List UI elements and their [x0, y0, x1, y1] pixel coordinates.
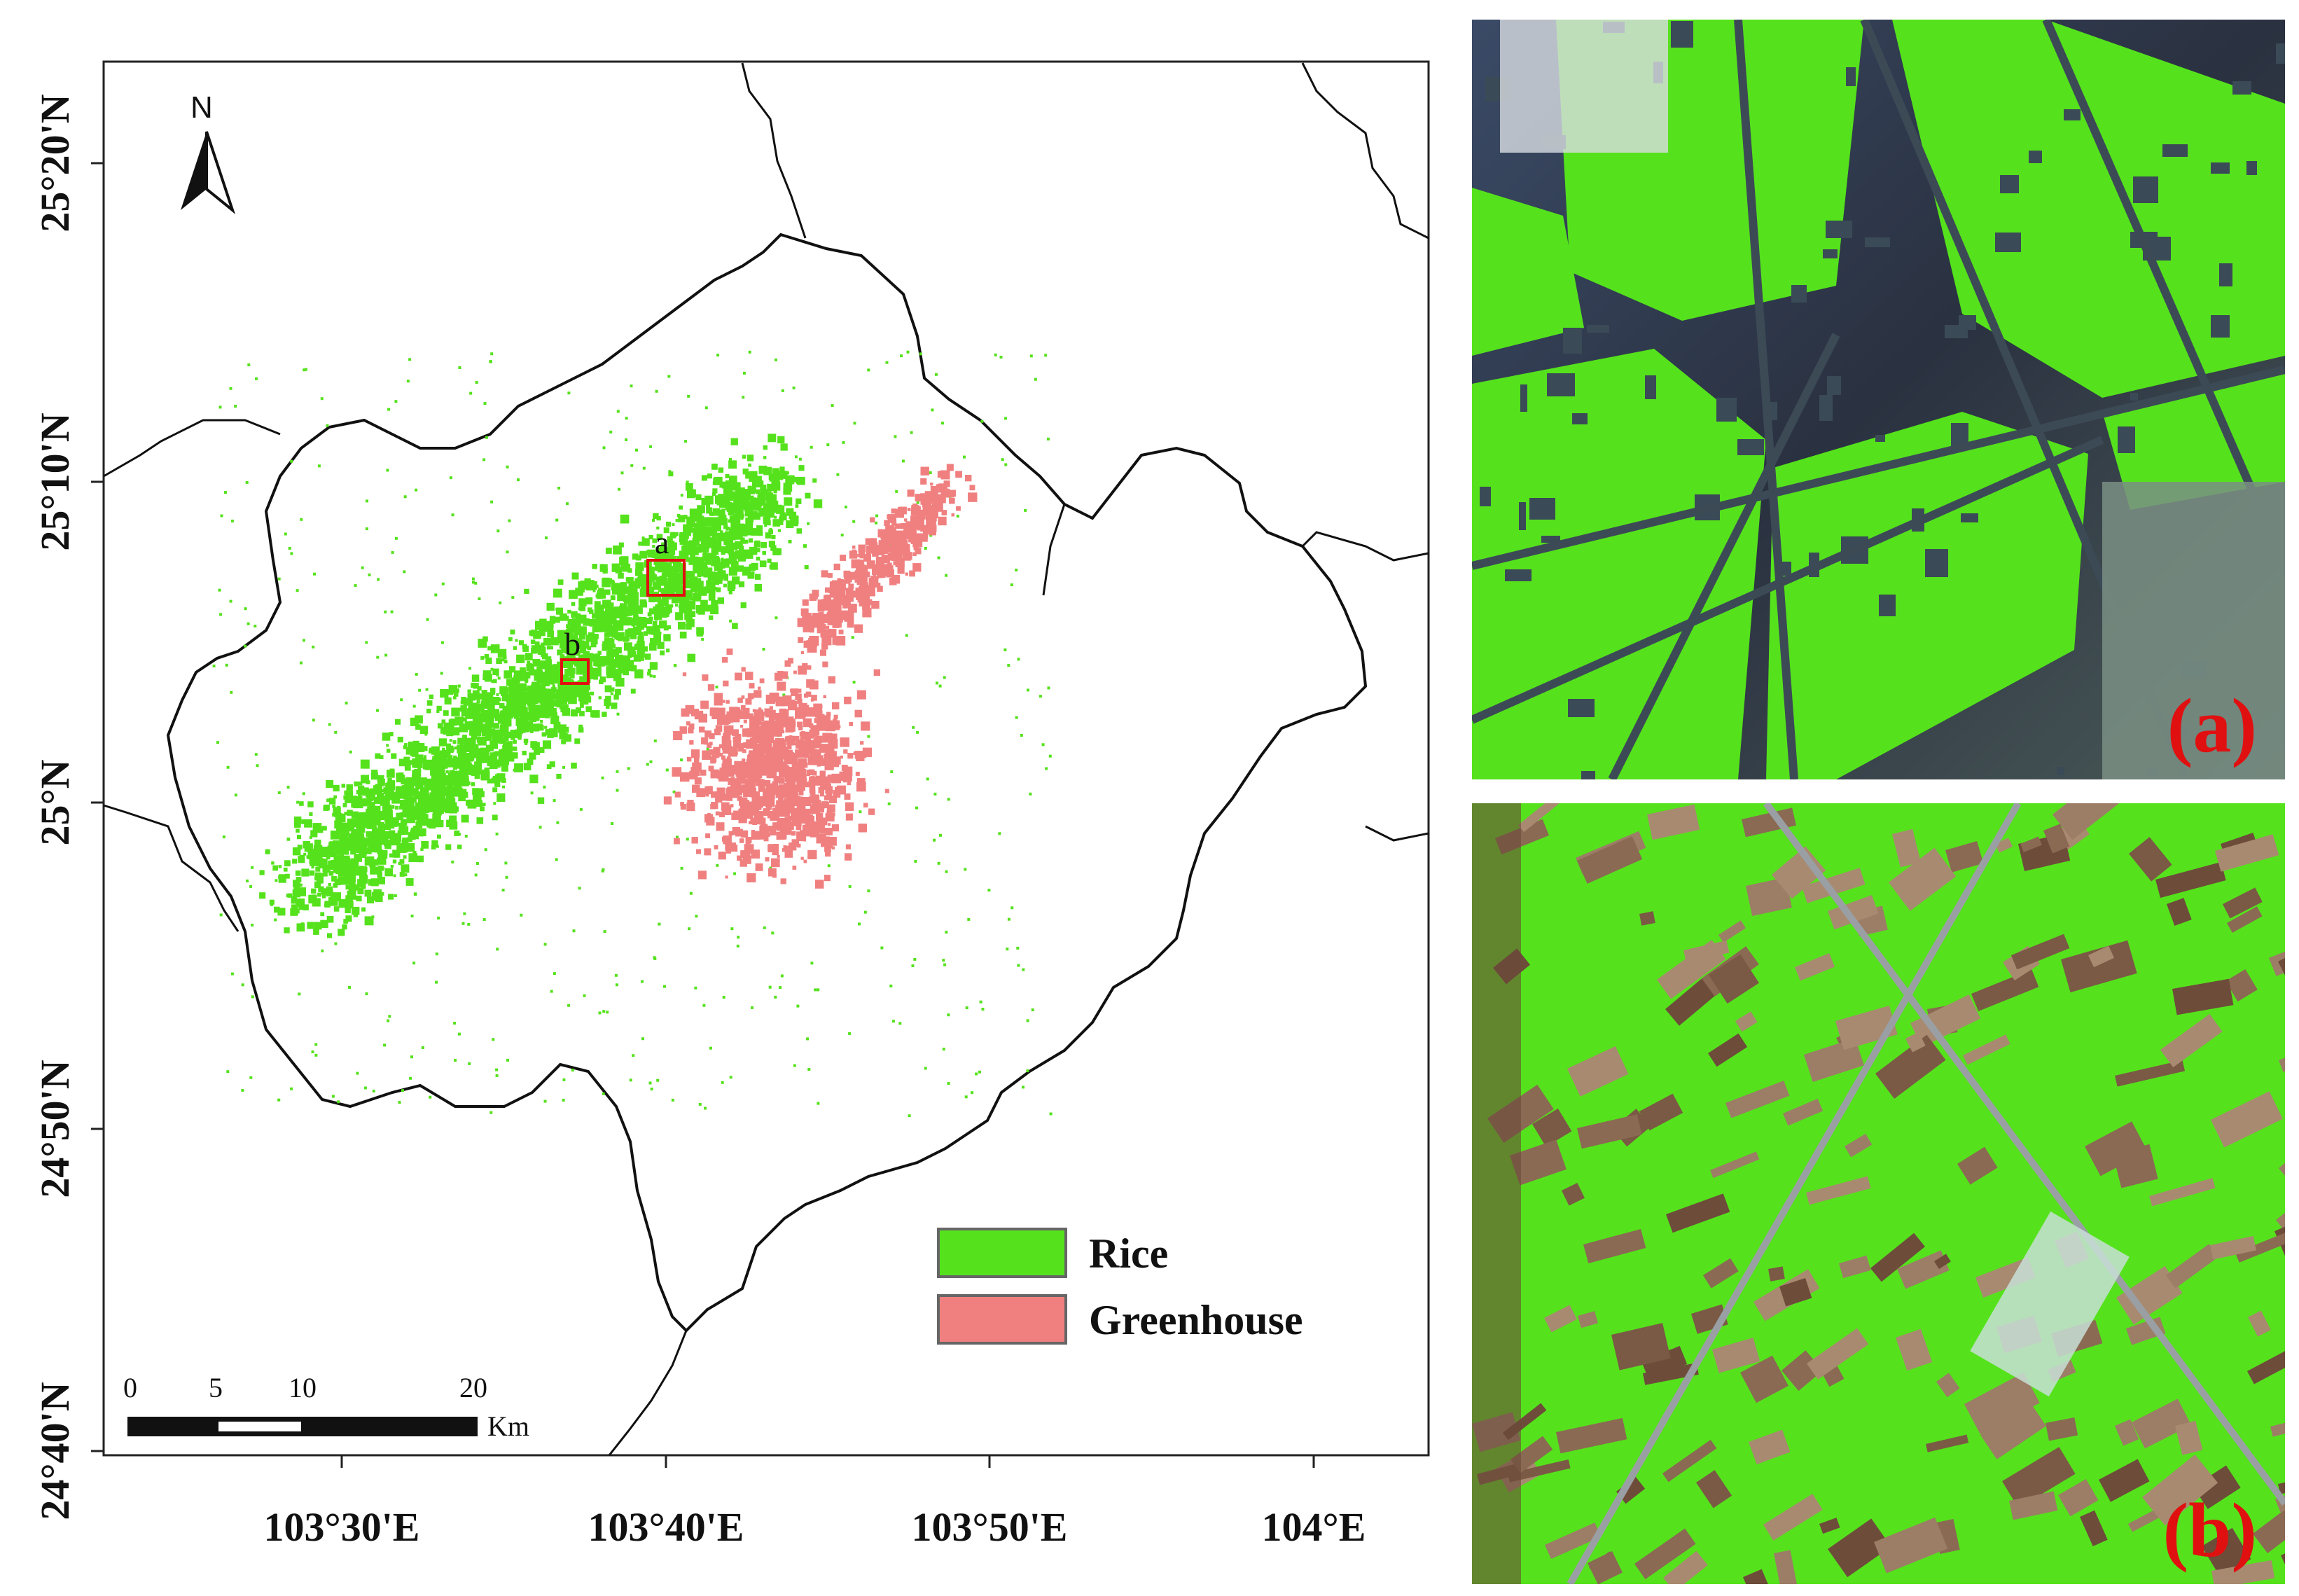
inset-a: (a): [1472, 20, 2285, 779]
greenhouse-layer: [663, 464, 978, 889]
legend-label-greenhouse: Greenhouse: [1089, 1297, 1303, 1343]
legend-swatch-greenhouse: [937, 1294, 1067, 1345]
legend-swatch-rice: [937, 1228, 1067, 1278]
lon-label-1: 103°40'E: [588, 1504, 744, 1550]
rice-layer: [212, 350, 1053, 1118]
lat-tick-marks: [91, 162, 104, 1452]
sample-marker-b: b: [564, 626, 581, 662]
sample-box-b: [560, 658, 590, 685]
inset-a-buildings: [1500, 20, 1668, 153]
inset-a-image: [1472, 20, 2285, 779]
inset-b-edge: [1472, 803, 1521, 1584]
legend-label-rice: Rice: [1089, 1230, 1168, 1277]
inset-b-label: (b): [2162, 1487, 2257, 1573]
inset-b-roads: [1567, 803, 2285, 1584]
scale-tick-0: 0: [123, 1372, 137, 1403]
neighbor-boundaries: [103, 62, 1429, 1456]
north-label: N: [190, 90, 213, 125]
lat-label-3: 24°50'N: [32, 1060, 78, 1198]
north-arrow: N: [181, 90, 236, 214]
scale-tick-20: 20: [459, 1372, 487, 1403]
lon-label-2: 103°50'E: [912, 1504, 1068, 1550]
lon-label-3: 104°E: [1262, 1504, 1366, 1550]
inset-a-terrace: [2102, 482, 2285, 779]
map-panel: a b N Rice Greenhouse 0 5 10 20 Km: [32, 60, 1430, 1550]
lat-label-1: 25°10'N: [32, 412, 78, 550]
sample-box-a: [646, 559, 686, 597]
scale-unit: Km: [487, 1410, 529, 1442]
inset-b-greenhouse-patch: [1970, 1211, 2130, 1397]
inset-b-image: [1472, 803, 2285, 1584]
lat-label-2: 25°N: [32, 759, 78, 845]
lon-tick-marks: [340, 1455, 1315, 1468]
inset-a-label: (a): [2167, 683, 2257, 768]
scale-tick-10: 10: [289, 1372, 317, 1403]
legend: Rice Greenhouse: [937, 1228, 1303, 1345]
sample-marker-a: a: [655, 525, 669, 560]
inset-a-roads: [1472, 20, 2285, 779]
lon-label-0: 103°30'E: [264, 1504, 420, 1550]
scale-bar: 0 5 10 20 Km: [123, 1372, 529, 1442]
lat-label-0: 25°20'N: [32, 94, 78, 232]
scale-tick-5: 5: [209, 1372, 223, 1403]
lat-label-4: 24°40'N: [32, 1382, 78, 1520]
inset-a-rice-fields: [1472, 20, 2285, 779]
inset-b: (b): [1472, 803, 2285, 1584]
map-canvas: a b N Rice Greenhouse 0 5 10 20 Km: [32, 60, 1430, 1550]
